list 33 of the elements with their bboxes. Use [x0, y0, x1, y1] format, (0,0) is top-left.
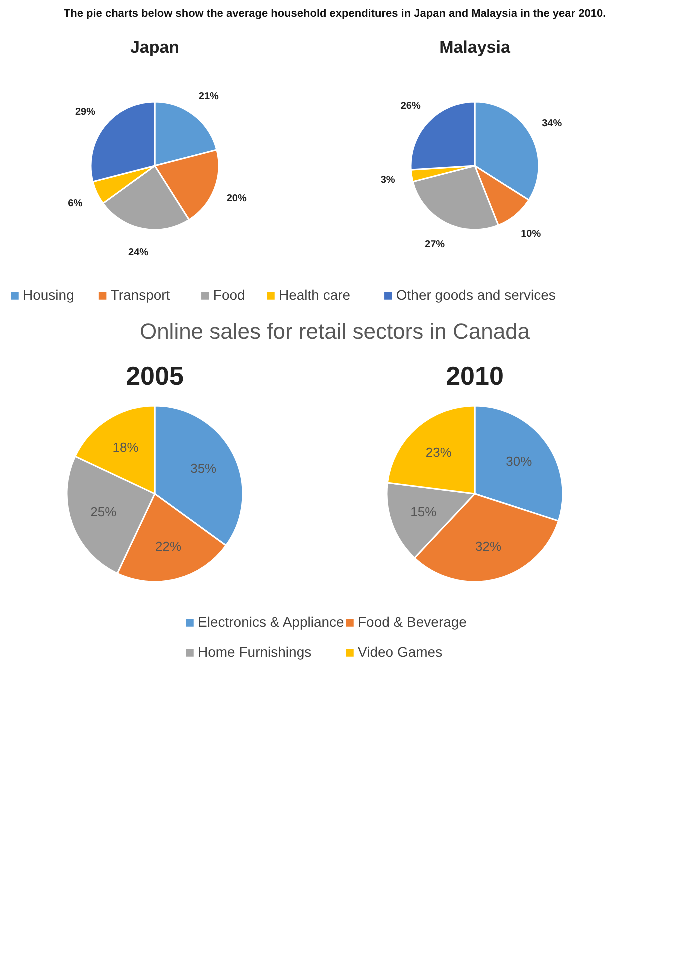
data-label: 10%: [521, 228, 542, 240]
data-label: 15%: [410, 504, 438, 520]
chart-title: Japan: [130, 38, 180, 57]
legend-label: Health care: [279, 287, 351, 303]
data-label: 23%: [426, 445, 452, 460]
data-label: 29%: [75, 107, 96, 118]
data-label: 27%: [425, 239, 446, 250]
data-label: 22%: [156, 538, 182, 554]
legend-label: Food: [213, 287, 246, 303]
data-label: 21%: [198, 91, 220, 102]
data-label: 20%: [226, 193, 247, 204]
legend-label: Other goods and services: [396, 287, 556, 303]
data-label: 24%: [128, 247, 149, 258]
chart-title: Malaysia: [440, 38, 511, 57]
data-label: 3%: [380, 174, 396, 186]
data-label: 30%: [506, 454, 533, 469]
data-label: 35%: [190, 461, 218, 476]
data-label: 18%: [112, 440, 140, 455]
chart-title: 2010: [446, 361, 504, 391]
legend-label: Housing: [23, 287, 74, 303]
data-label: 26%: [400, 100, 421, 112]
data-label: 32%: [476, 538, 502, 554]
legend-label: Home Furnishings: [198, 644, 312, 660]
chart-title: 2005: [126, 361, 184, 391]
data-label: 25%: [90, 504, 118, 520]
data-label: 6%: [68, 198, 83, 210]
legend-label: Food & Beverage: [358, 614, 468, 630]
legend-label: Video Games: [358, 644, 443, 660]
text: Online sales for retail sectors in Canada: [140, 319, 531, 344]
legend-label: Transport: [110, 287, 170, 303]
data-label: 34%: [542, 118, 562, 130]
legend-label: Electronics & Appliance: [198, 614, 345, 630]
text: The pie charts below show the average household expenditures in Japan and Malaysia in the year 2010.: [64, 8, 606, 20]
